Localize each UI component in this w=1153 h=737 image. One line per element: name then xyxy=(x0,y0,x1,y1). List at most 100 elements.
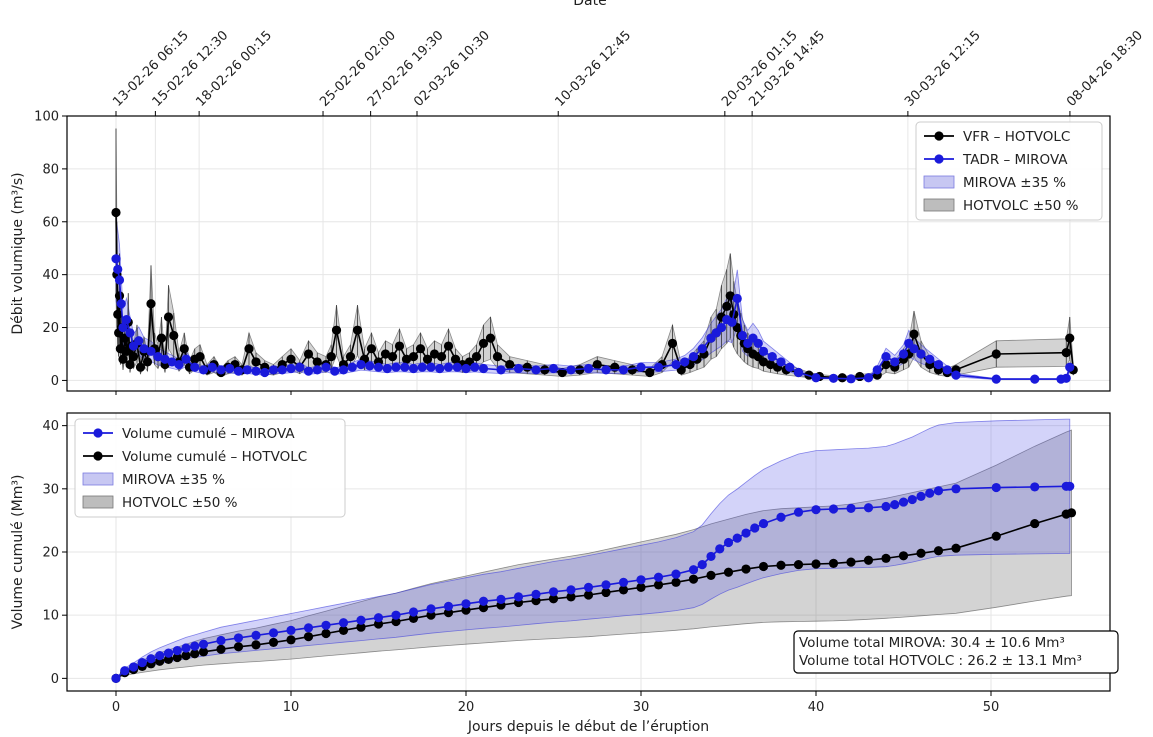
mirova-data-point xyxy=(113,264,123,274)
mirova-data-point xyxy=(706,551,716,562)
hotvolc-data-point xyxy=(485,333,496,343)
y-tick-label: 40 xyxy=(42,419,59,434)
hotvolc-data-point xyxy=(636,582,646,592)
hotvolc-data-point xyxy=(326,352,336,362)
hotvolc-data-point xyxy=(1061,348,1071,358)
y-tick-label: 100 xyxy=(34,110,59,125)
hotvolc-data-point xyxy=(118,354,128,364)
mirova-data-point xyxy=(618,577,629,587)
mirova-data-point xyxy=(951,484,961,494)
hotvolc-data-point xyxy=(251,357,261,367)
hotvolc-data-point xyxy=(111,207,121,218)
hotvolc-data-point xyxy=(128,352,139,362)
mirova-data-point xyxy=(750,523,760,533)
total-volume-text: Volume total MIROVA: 30.4 ± 10.6 Mm³ xyxy=(799,635,1065,651)
legend-box xyxy=(74,418,346,518)
mirova-data-point xyxy=(207,362,217,372)
mirova-data-point xyxy=(1065,362,1075,372)
legend-label: HOTVOLC ±50 % xyxy=(122,495,238,511)
legend-patch-swatch xyxy=(82,495,114,509)
hotvolc-data-point xyxy=(725,291,735,301)
mirova-data-point xyxy=(846,503,856,514)
mirova-data-point xyxy=(400,362,410,372)
hotvolc-data-point xyxy=(522,362,532,372)
hotvolc-data-point xyxy=(1030,518,1040,529)
hotvolc-data-point xyxy=(1066,508,1077,518)
hotvolc-data-point xyxy=(846,557,856,567)
legend-label: HOTVOLC ±50 % xyxy=(963,198,1079,214)
hotvolc-data-point xyxy=(198,647,209,657)
hotvolc-data-point xyxy=(548,594,559,604)
hotvolc-data-point xyxy=(426,610,436,620)
mirova-data-point xyxy=(618,365,629,375)
legend-marker-swatch xyxy=(934,131,944,141)
mirova-data-point xyxy=(181,354,191,364)
hotvolc-data-point xyxy=(566,592,576,602)
mirova-data-point xyxy=(890,357,900,367)
date-tick-label: 18-02-26 00:15 xyxy=(193,28,275,110)
hotvolc-data-point xyxy=(163,312,174,322)
hotvolc-data-point xyxy=(303,349,314,359)
mirova-data-point xyxy=(898,497,909,507)
date-tick-label: 15-02-26 12:30 xyxy=(150,28,232,110)
mirova-data-point xyxy=(470,362,480,372)
hotvolc-data-point xyxy=(146,299,156,309)
mirova-data-point xyxy=(321,362,331,372)
mirova-data-point xyxy=(1030,374,1040,384)
mirova-data-point xyxy=(128,662,139,672)
mirova-data-point xyxy=(260,367,270,378)
hotvolc-data-point xyxy=(233,642,244,652)
mirova-data-point xyxy=(198,365,209,375)
hotvolc-data-point xyxy=(321,628,331,639)
mirova-data-point xyxy=(758,346,769,356)
mirova-data-point xyxy=(461,599,471,609)
mirova-data-point xyxy=(793,507,804,517)
mirova-data-point xyxy=(697,560,707,570)
hotvolc-data-point xyxy=(156,333,167,343)
mirova-data-point xyxy=(863,373,874,383)
hotvolc-data-point xyxy=(303,632,314,642)
mirova-data-point xyxy=(925,354,935,364)
mirova-data-point xyxy=(951,370,961,380)
mirova-data-point xyxy=(233,633,244,643)
hotvolc-data-point xyxy=(366,344,377,354)
mirova-data-point xyxy=(846,374,856,384)
mirova-data-point xyxy=(758,518,769,529)
mirova-data-point xyxy=(111,254,121,264)
hotvolc-data-point xyxy=(531,596,541,606)
mirova-data-point xyxy=(881,352,891,362)
hotvolc-data-point xyxy=(179,344,189,354)
x-tick-label: 20 xyxy=(458,700,475,715)
y-tick-label: 60 xyxy=(42,215,59,230)
hotvolc-data-point xyxy=(776,560,786,570)
hotvolc-data-point xyxy=(331,325,342,335)
hotvolc-data-point xyxy=(408,352,419,362)
mirova-data-point xyxy=(478,363,489,374)
mirova-data-point xyxy=(636,575,646,585)
x-axis-label: Jours depuis le début de l’éruption xyxy=(467,719,709,735)
hotvolc-data-point xyxy=(492,352,503,362)
legend-label: Volume cumulé – HOTVOLC xyxy=(122,449,307,465)
mirova-data-point xyxy=(727,317,737,327)
mirova-data-point xyxy=(872,365,882,375)
hotvolc-data-point xyxy=(863,555,874,565)
mirova-data-point xyxy=(426,604,436,614)
hotvolc-data-point xyxy=(251,640,261,650)
mirova-data-point xyxy=(116,299,126,309)
hotvolc-data-point xyxy=(181,651,191,661)
hotvolc-data-point xyxy=(653,580,664,590)
hotvolc-data-point xyxy=(741,564,751,574)
hotvolc-data-point xyxy=(345,352,356,362)
mirova-data-point xyxy=(286,363,296,374)
hotvolc-data-point xyxy=(352,325,363,335)
mirova-data-point xyxy=(653,572,664,582)
hotvolc-data-point xyxy=(723,567,734,577)
legend-marker-swatch xyxy=(934,154,944,164)
hotvolc-data-point xyxy=(373,619,384,629)
mirova-data-point xyxy=(601,580,611,590)
mirova-data-point xyxy=(347,362,357,372)
hotvolc-data-point xyxy=(592,359,602,370)
legend-label: MIROVA ±35 % xyxy=(963,175,1066,191)
hotvolc-data-point xyxy=(244,344,254,354)
